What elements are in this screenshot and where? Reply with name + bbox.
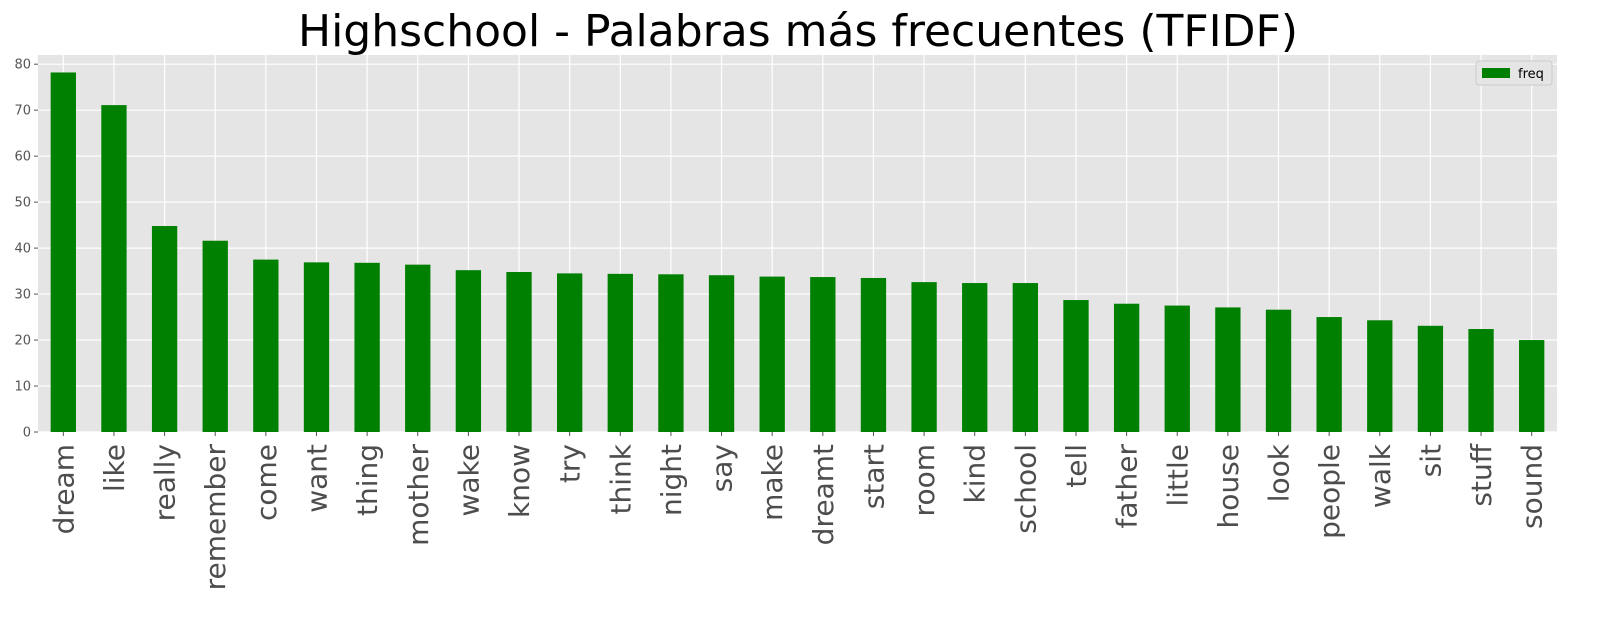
x-tick-label: people <box>1313 444 1346 539</box>
y-tick-label: 0 <box>23 426 31 441</box>
bar-stuff <box>1468 329 1494 432</box>
bar-night <box>658 274 684 432</box>
y-axis-ticks: 0 10 20 30 40 50 60 70 80 <box>14 58 38 441</box>
legend-label-freq: freq <box>1518 67 1544 82</box>
bar-look <box>1265 309 1292 432</box>
x-tick-label: remember <box>199 444 232 591</box>
bar-think <box>607 273 633 432</box>
y-tick-label: 60 <box>14 150 31 165</box>
bar-sound <box>1519 340 1545 432</box>
bar-like <box>101 105 127 433</box>
x-tick-label: sit <box>1414 444 1447 477</box>
bar-wake <box>455 270 482 432</box>
x-tick-label: like <box>98 444 131 492</box>
bar-come <box>253 259 279 432</box>
bar-people <box>1316 317 1342 432</box>
x-tick-label: school <box>1009 444 1042 534</box>
bar-try <box>556 273 583 432</box>
x-tick-label: want <box>300 444 333 513</box>
x-tick-label: mother <box>402 444 435 546</box>
y-tick-label: 50 <box>14 196 31 211</box>
bar-really <box>151 226 178 432</box>
bars <box>50 72 1545 433</box>
legend-swatch-freq <box>1482 68 1510 78</box>
x-tick-label: come <box>250 444 283 521</box>
x-tick-label: sound <box>1516 444 1549 529</box>
bar-house <box>1215 307 1241 432</box>
legend: freq <box>1475 60 1553 86</box>
x-tick-label: make <box>756 444 789 521</box>
x-tick-label: little <box>1161 444 1194 507</box>
x-tick-label: room <box>908 444 941 516</box>
bar-mother <box>405 264 431 432</box>
x-tick-label: father <box>1111 444 1144 529</box>
x-tick-label: night <box>655 444 688 516</box>
plot-area <box>38 55 1557 432</box>
x-tick-label: start <box>857 444 890 509</box>
bar-want <box>303 262 330 432</box>
bar-remember <box>202 240 228 432</box>
x-tick-label: kind <box>959 444 992 504</box>
x-tick-label: thing <box>351 444 384 516</box>
bar-start <box>860 277 887 432</box>
x-tick-label: know <box>503 444 536 518</box>
bar-thing <box>354 262 380 432</box>
x-tick-label: tell <box>1060 444 1093 488</box>
x-tick-label: try <box>554 444 587 483</box>
x-tick-label: look <box>1263 443 1296 502</box>
x-tick-label: think <box>604 443 637 514</box>
x-tick-label: say <box>706 444 739 492</box>
legend-box <box>1475 60 1553 86</box>
y-tick-label: 10 <box>14 380 31 395</box>
x-tick-label: stuff <box>1465 443 1498 506</box>
bar-tell <box>1063 300 1089 432</box>
bar-kind <box>962 283 988 432</box>
x-tick-label: house <box>1212 444 1245 528</box>
bar-say <box>708 275 735 432</box>
x-tick-label: dream <box>47 444 80 534</box>
bar-walk <box>1367 320 1393 432</box>
x-tick-label: dreamt <box>807 444 840 545</box>
x-axis-ticks: dream like really remember come want thing moth… <box>47 432 1549 591</box>
bar-school <box>1012 283 1039 432</box>
bar-make <box>759 276 785 432</box>
y-tick-label: 70 <box>14 104 31 119</box>
y-tick-label: 80 <box>14 58 31 73</box>
bar-dream <box>50 72 76 432</box>
x-tick-label: wake <box>452 444 485 517</box>
y-tick-label: 40 <box>14 242 31 257</box>
y-tick-label: 30 <box>14 288 31 303</box>
x-tick-label: walk <box>1364 443 1397 508</box>
bar-know <box>506 272 532 432</box>
y-tick-label: 20 <box>14 334 31 349</box>
bar-little <box>1164 305 1190 432</box>
chart-title: Highschool - Palabras más frecuentes (TF… <box>298 6 1298 57</box>
bar-father <box>1113 303 1140 432</box>
x-tick-label: really <box>149 444 182 521</box>
bar-dreamt <box>810 277 836 432</box>
bar-sit <box>1417 325 1444 432</box>
bar-room <box>911 282 937 432</box>
